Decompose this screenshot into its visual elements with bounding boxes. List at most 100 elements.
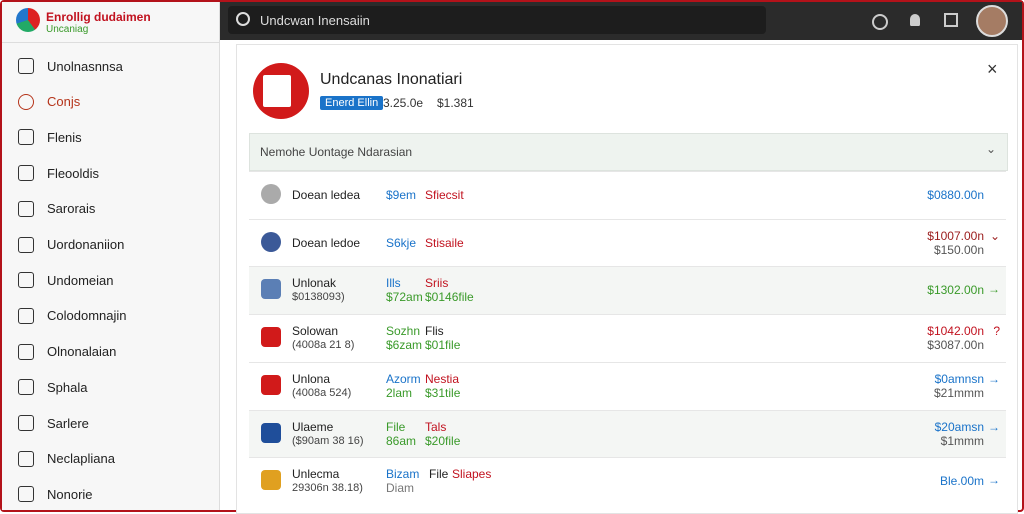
icon[interactable] — [944, 13, 958, 27]
row-action[interactable]: → — [988, 473, 1000, 488]
icon[interactable] — [910, 14, 920, 26]
sidebar: Enrollig dudaimen Uncaniag Unolnasnnsa Co… — [2, 2, 220, 510]
row-icon — [261, 327, 281, 348]
row-action[interactable]: → — [988, 419, 1000, 434]
header-title: Undcanas Inonatiari — [320, 71, 463, 88]
chevron: ⌄ — [986, 142, 997, 156]
logo-icon — [16, 8, 40, 32]
nav-item[interactable]: Conjs — [18, 92, 80, 112]
nav-item[interactable]: Undomeian — [18, 270, 114, 290]
row-icon — [261, 470, 281, 491]
row-col-a: Diam — [386, 481, 415, 496]
nav-item[interactable]: Nonorie — [18, 484, 93, 504]
row-col-a: $9em — [386, 188, 417, 202]
nav-icon — [18, 307, 34, 324]
nav-label: Olnonalaian — [47, 344, 117, 360]
row-col-a: File — [386, 419, 406, 434]
row-action[interactable]: ? — [993, 324, 1000, 339]
row-col-a: Azorm — [386, 371, 421, 386]
badge: Enerd Ellin — [320, 96, 384, 110]
row-icon — [261, 184, 281, 204]
list-row[interactable]: Doean ledea $9em Sfiecsit $0880.00n — [249, 171, 1006, 219]
row-name: Ulaeme — [292, 419, 334, 434]
nav-item[interactable]: Unolnasnnsa — [18, 56, 123, 76]
nav-label: Nonorie — [47, 486, 93, 502]
row-action[interactable]: ⌄ — [989, 228, 1000, 243]
list-row[interactable]: Solowan (4008a 21 8) Sozhn $6zam Flis $01file… — [249, 314, 1006, 362]
nav-item[interactable]: Colodomnajin — [18, 306, 127, 326]
row-col-b: Nestia — [425, 371, 460, 386]
list-row[interactable]: Unlecma 29306n 38.18) Bizam Diam File Sliapes… — [249, 457, 1006, 505]
list-row[interactable]: Ulaeme ($90am 38 16) File 86am Tals $20file $2… — [249, 409, 1006, 458]
row-name: Doean ledea — [292, 188, 361, 202]
nav-item[interactable]: Neclapliana — [18, 449, 115, 469]
row-amount: Ble.00m — [939, 474, 984, 489]
row-amount: $1042.00n — [927, 324, 984, 339]
section-header[interactable]: Nemohe Uontage Ndarasian ⌄ — [249, 133, 1008, 171]
version: 3.25.0e — [383, 96, 424, 110]
row-amount: $0880.00n — [927, 188, 984, 202]
nav-icon — [18, 415, 34, 431]
row-col-a: Sozhn — [386, 324, 421, 339]
row-action[interactable]: → — [988, 371, 1000, 386]
row-action[interactable]: → — [988, 282, 1000, 297]
nav-label: Undomeian — [47, 272, 114, 288]
row-sub: 29306n 38.18) — [292, 482, 363, 495]
list-row[interactable]: Unlona (4008a 524) Azorm 2lam Nestia $31tile $… — [249, 361, 1006, 410]
nav-item[interactable]: Flenis — [18, 127, 82, 147]
row-sub: ($90am 38 16) — [292, 434, 364, 447]
nav-label: Sphala — [47, 379, 88, 395]
row-col-b: Tals — [425, 419, 447, 434]
detail-card: Undcanas Inonatiari Enerd Ellin 3.25.0e … — [236, 44, 1018, 514]
nav-label: Flenis — [47, 129, 82, 145]
nav-icon — [18, 486, 34, 503]
icon[interactable] — [872, 14, 888, 30]
nav-icon — [18, 165, 34, 182]
nav-icon — [18, 129, 34, 146]
row-sub: (4008a 21 8) — [292, 339, 355, 352]
nav-item[interactable]: Fleooldis — [18, 163, 99, 183]
row-col-a: 2lam — [386, 385, 413, 400]
row-amount: $3087.00n — [927, 338, 984, 353]
nav-icon — [18, 93, 34, 110]
nav-label: Sarorais — [47, 201, 96, 217]
row-amount: $150.00n — [933, 242, 984, 257]
row-col-b: $01file — [425, 338, 461, 353]
row-amount: $21mmm — [933, 385, 984, 400]
row-col-a: $6zam — [386, 338, 423, 353]
close-button[interactable]: × — [987, 59, 998, 79]
nav-icon — [18, 379, 34, 396]
row-name: Unlonak — [292, 276, 337, 291]
list-row[interactable]: Unlonak $0138093) Ills $72am Sriis $0146file $… — [249, 266, 1006, 315]
row-col-b: Sliapes — [452, 467, 492, 482]
row-col-b: $20file — [425, 433, 461, 448]
nav-item[interactable]: Sarorais — [18, 199, 95, 219]
search-box[interactable]: Undcwan Inensaiin — [228, 6, 766, 34]
nav-item[interactable]: Olnonalaian — [18, 342, 116, 362]
row-col-a: Bizam — [386, 467, 420, 482]
row-icon — [261, 422, 281, 443]
nav-item[interactable]: Sarlere — [18, 413, 89, 433]
nav-label: Sarlere — [47, 415, 89, 431]
nav-label: Colodomnajin — [47, 308, 127, 324]
row-amount: $1mmm — [940, 433, 984, 448]
row-col-a: 86am — [386, 433, 417, 448]
nav-label: Uordonaniion — [47, 237, 125, 252]
nav-icon — [18, 343, 34, 360]
row-col-a: $72am — [386, 290, 423, 305]
app-icon-inner — [263, 75, 291, 107]
list-row[interactable]: Doean ledoe S6kje Stisaile $1007.00n $150.00… — [249, 218, 1006, 267]
nav-item[interactable]: Sphala — [18, 377, 87, 397]
row-icon — [261, 231, 281, 252]
row-col-a: S6kje — [386, 235, 417, 250]
nav-item[interactable]: Uordonaniion — [18, 235, 124, 255]
row-amount: $0amnsn — [934, 371, 984, 386]
section-title: Nemohe Uontage Ndarasian — [260, 145, 413, 159]
row-sub: (4008a 524) — [292, 386, 352, 399]
row-amount: $20amsn — [934, 419, 984, 434]
app-icon — [253, 63, 309, 119]
avatar[interactable] — [976, 5, 1008, 37]
search-text: Undcwan Inensaiin — [260, 13, 370, 28]
row-amount: $1302.00n — [927, 283, 984, 298]
